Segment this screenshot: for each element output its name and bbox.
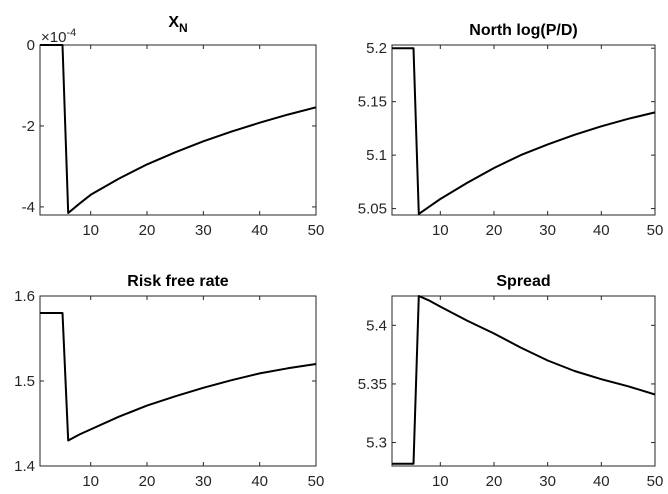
panel-3-x-tick-label: 10 <box>82 473 99 490</box>
panel-2-y-tick-label: 5.05 <box>358 201 387 218</box>
panel-4-x-tick-label: 50 <box>647 473 664 490</box>
panel-3-x-tick-label: 20 <box>139 473 156 490</box>
panel-2-axes <box>391 44 656 216</box>
panel-4-y-tick-label: 5.35 <box>358 376 387 393</box>
panel-4-x-tick-label: 20 <box>486 473 503 490</box>
panel-1-title-subscript: N <box>179 21 188 35</box>
panel-1-y-tick-label: -4 <box>22 199 35 216</box>
panel-2-x-tick-label: 50 <box>647 222 664 239</box>
panel-4-x-tick-label: 10 <box>432 473 449 490</box>
panel-1-series-line <box>40 44 317 214</box>
panel-4-title: Spread <box>496 273 550 290</box>
panel-4-axes <box>391 295 656 467</box>
panel-1-exponent-label: ×10-4 <box>41 27 76 46</box>
panel-1-x-tick-label: 40 <box>251 222 268 239</box>
panel-1-title-main: X <box>168 14 179 31</box>
panel-1-title: XN <box>168 14 187 35</box>
panel-1-exponent-power: -4 <box>66 27 76 39</box>
panel-1-y-tick-label: -2 <box>22 118 35 135</box>
panel-3-y-tick-label: 1.6 <box>14 288 35 305</box>
panel-1-y-tick-label: 0 <box>27 37 35 54</box>
panel-4-y-tick-label: 5.4 <box>366 317 387 334</box>
panel-4-x-tick-label: 30 <box>539 473 556 490</box>
panel-4-y-tick-label: 5.3 <box>366 435 387 452</box>
panel-1-axes <box>39 44 317 216</box>
panel-3-y-tick-label: 1.4 <box>14 458 35 475</box>
panel-2-y-tick-label: 5.1 <box>366 147 387 164</box>
panel-1-x-tick-label: 30 <box>195 222 212 239</box>
panel-3-x-tick-label: 30 <box>195 473 212 490</box>
panel-2-y-tick-label: 5.2 <box>366 40 387 57</box>
panel-3-x-tick-label: 50 <box>308 473 325 490</box>
panel-2-x-tick-label: 10 <box>432 222 449 239</box>
panel-2-series-line <box>392 47 656 215</box>
panel-2-y-tick-label: 5.15 <box>358 94 387 111</box>
panel-2-title: North log(P/D) <box>469 22 577 39</box>
panel-3-y-tick-label: 1.5 <box>14 373 35 390</box>
panel-2-x-tick-label: 20 <box>486 222 503 239</box>
panel-3-x-tick-label: 40 <box>251 473 268 490</box>
panel-3-title: Risk free rate <box>127 273 228 290</box>
panel-1-x-tick-label: 50 <box>308 222 325 239</box>
panel-1-x-tick-label: 20 <box>139 222 156 239</box>
panel-3-axes <box>39 295 317 467</box>
panel-2-x-tick-label: 40 <box>593 222 610 239</box>
panel-1-x-tick-label: 10 <box>82 222 99 239</box>
panel-1-exponent-base: ×10 <box>41 29 66 46</box>
panel-4-x-tick-label: 40 <box>593 473 610 490</box>
panel-3-series-line <box>40 312 317 442</box>
panel-4-series-line <box>392 295 656 465</box>
panel-2-x-tick-label: 30 <box>539 222 556 239</box>
